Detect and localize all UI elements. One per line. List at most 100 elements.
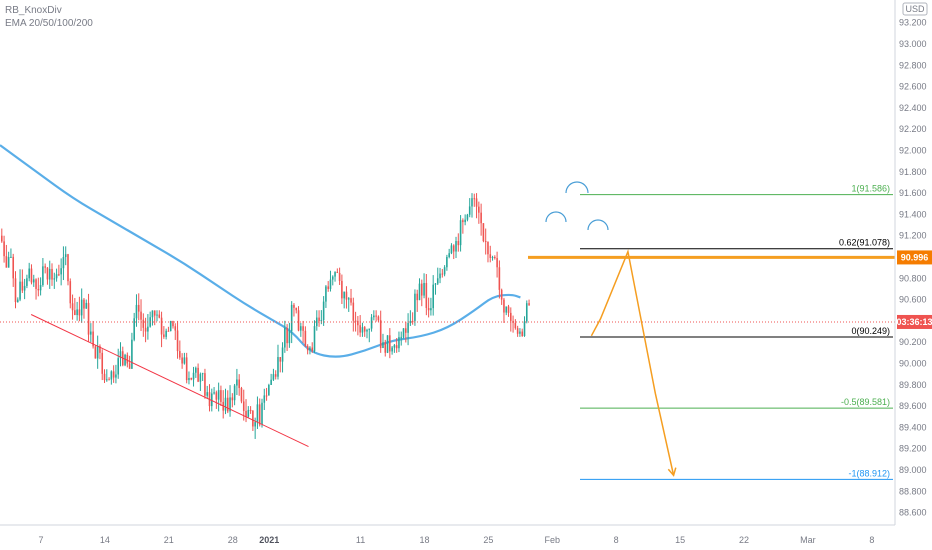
- candle-body: [336, 272, 339, 274]
- candle-body: [226, 397, 229, 412]
- candle: [201, 372, 204, 382]
- candle-body: [514, 322, 517, 329]
- candle-body: [249, 409, 252, 411]
- candle-body: [359, 325, 361, 333]
- candle: [62, 246, 65, 281]
- candle-body: [53, 278, 56, 280]
- candle: [487, 241, 489, 263]
- candle: [119, 342, 122, 367]
- candle: [375, 310, 377, 322]
- candle: [329, 270, 332, 292]
- candle-body: [489, 254, 492, 258]
- candle: [156, 310, 158, 322]
- time-tick-label: 15: [675, 535, 685, 545]
- candle-body: [411, 320, 414, 322]
- candle: [58, 264, 60, 277]
- candle-body: [528, 303, 530, 305]
- candle: [338, 267, 341, 285]
- candle: [12, 253, 15, 287]
- candle: [217, 382, 220, 412]
- candle: [213, 387, 215, 395]
- candle-body: [37, 288, 40, 291]
- candle-body: [110, 371, 113, 380]
- candle: [386, 335, 389, 354]
- level-price-tag-text: 90.996: [901, 252, 929, 262]
- candle: [384, 339, 387, 357]
- candle-body: [199, 374, 202, 382]
- candle-body: [432, 284, 434, 309]
- candle-body: [108, 379, 110, 381]
- candle: [489, 245, 492, 263]
- candle: [306, 344, 309, 355]
- candle: [462, 218, 464, 234]
- candle-body: [206, 392, 209, 396]
- candle: [443, 265, 446, 277]
- candle-body: [67, 254, 69, 282]
- candle: [51, 263, 53, 286]
- candle-body: [288, 330, 291, 344]
- candle: [110, 370, 113, 385]
- candle-body: [441, 273, 444, 275]
- candle-body: [258, 404, 261, 425]
- candle-body: [92, 331, 94, 347]
- candle-body: [238, 379, 240, 389]
- candle: [478, 201, 480, 224]
- candle: [318, 310, 320, 327]
- candle: [142, 313, 145, 337]
- candle: [256, 396, 259, 429]
- candle-body: [525, 303, 528, 322]
- candle-body: [133, 318, 135, 340]
- candle-body: [64, 254, 67, 257]
- candle: [516, 325, 519, 337]
- price-axis[interactable]: USD 93.200 93.000 92.800 92.600 92.400 92.200…: [894, 0, 932, 525]
- candle: [434, 283, 437, 295]
- candle-body: [272, 374, 275, 380]
- candle: [144, 317, 147, 343]
- candle-body: [46, 267, 49, 280]
- countdown-price-tag-bg: [897, 314, 932, 329]
- candle-body: [87, 302, 90, 335]
- candle: [432, 275, 434, 316]
- candle-body: [185, 357, 188, 381]
- candle: [482, 223, 485, 243]
- candle-body: [498, 267, 501, 290]
- time-tick-label: 18: [419, 535, 429, 545]
- candle: [409, 310, 412, 326]
- candle-body: [334, 272, 336, 277]
- candle: [274, 370, 277, 380]
- candle-body: [366, 329, 368, 332]
- candle-body: [126, 354, 129, 364]
- fib-level-label: 0(90.249): [851, 326, 890, 336]
- price-tick-label: 90.600: [899, 295, 927, 305]
- candle-body: [318, 317, 320, 321]
- candle: [115, 364, 117, 384]
- candle-body: [183, 357, 186, 364]
- candle-body: [482, 223, 485, 242]
- time-tick-label: 21: [164, 535, 174, 545]
- candle: [304, 326, 307, 348]
- time-axis[interactable]: 7 14 21 28 2021 11 18 25 Feb 8 15 22 Mar 8: [0, 524, 895, 545]
- candle: [85, 299, 88, 309]
- candle: [26, 274, 28, 289]
- candle-body: [137, 304, 140, 312]
- price-tick-label: 89.000: [899, 465, 927, 475]
- candle-body: [261, 402, 263, 425]
- candle: [133, 312, 135, 342]
- candle: [14, 271, 17, 309]
- candle-body: [496, 258, 498, 268]
- legend-indicator: EMA 20/50/100/200: [5, 18, 93, 29]
- candle: [206, 385, 209, 399]
- candle-body: [448, 253, 450, 257]
- candle-body: [55, 274, 58, 279]
- candle: [350, 288, 352, 306]
- candle-body: [7, 257, 10, 268]
- candle: [389, 328, 391, 359]
- candle-body: [386, 335, 389, 353]
- candle-body: [391, 347, 393, 352]
- candle: [521, 328, 524, 337]
- candle-body: [210, 393, 213, 407]
- candle-body: [181, 357, 183, 364]
- candle: [288, 322, 291, 348]
- candle: [484, 228, 487, 255]
